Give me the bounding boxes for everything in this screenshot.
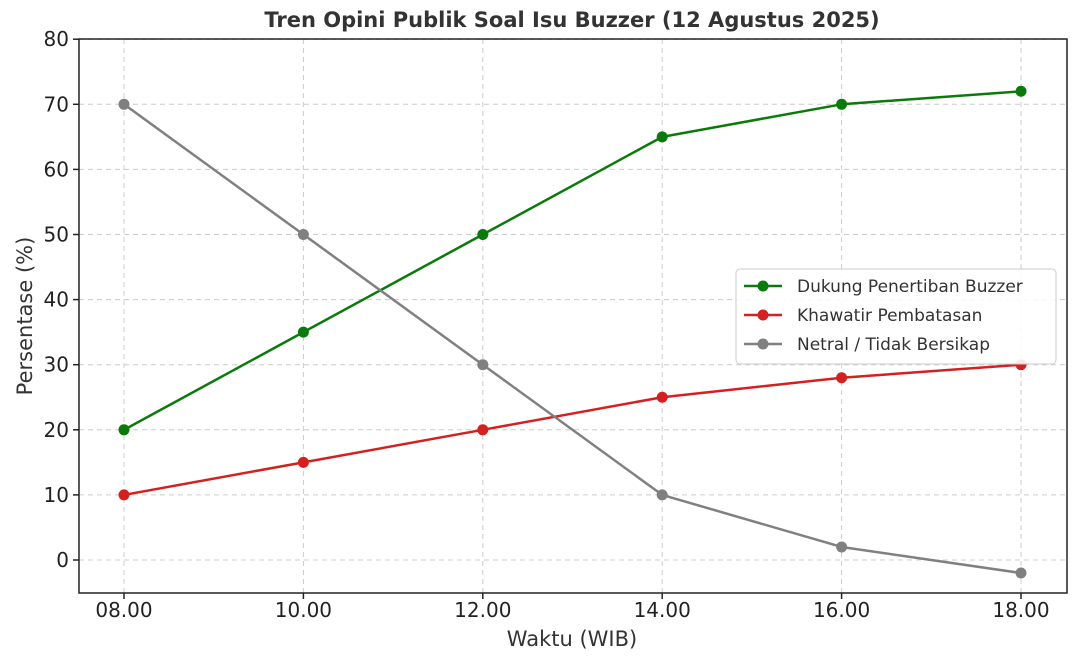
legend-entry-label: Khawatir Pembatasan xyxy=(797,306,982,326)
y-axis-label: Persentase (%) xyxy=(13,237,37,396)
x-tick-label: 18.00 xyxy=(992,598,1049,622)
legend-box xyxy=(735,268,1057,365)
y-tick-label: 80 xyxy=(44,27,69,51)
data-point xyxy=(656,391,668,403)
data-point xyxy=(1015,85,1027,97)
legend: Dukung Penertiban Buzzer Khawatir Pembata… xyxy=(735,268,1057,365)
x-tick-label: 14.00 xyxy=(634,598,691,622)
y-tick-label: 30 xyxy=(44,353,69,377)
x-tick-label: 10.00 xyxy=(275,598,332,622)
data-point xyxy=(836,541,848,553)
series-line-1 xyxy=(123,90,1022,431)
data-point xyxy=(656,131,668,143)
data-point xyxy=(297,229,309,240)
data-point xyxy=(118,489,130,501)
data-point xyxy=(1015,567,1027,579)
legend-entry-label: Dukung Penertiban Buzzer xyxy=(797,277,1023,297)
series-group xyxy=(118,85,1027,579)
data-point xyxy=(297,326,309,338)
legend-swatch-marker xyxy=(757,280,769,292)
y-tick-label: 0 xyxy=(56,548,69,572)
legend-swatch-marker xyxy=(757,338,769,350)
y-tick-label: 40 xyxy=(44,288,69,312)
data-point xyxy=(656,489,668,501)
data-point xyxy=(118,98,130,110)
y-tick-label: 50 xyxy=(44,223,69,247)
y-tick-label: 10 xyxy=(44,483,69,507)
data-point xyxy=(297,456,309,468)
x-tick-label: 16.00 xyxy=(813,598,870,622)
y-tick-label: 70 xyxy=(44,92,69,116)
chart-title: Tren Opini Publik Soal Isu Buzzer (12 Ag… xyxy=(264,8,879,32)
legend-entry-label: Netral / Tidak Bersikap xyxy=(797,335,990,355)
y-axis: 0 10 20 30 40 50 60 70 80 xyxy=(44,27,79,572)
series-line-2 xyxy=(123,363,1022,497)
data-point xyxy=(836,98,848,110)
plot-frame xyxy=(78,38,1068,594)
legend-swatch-marker xyxy=(757,309,769,321)
data-point xyxy=(118,424,130,436)
data-point xyxy=(477,359,489,371)
data-point xyxy=(477,424,489,436)
data-point xyxy=(836,372,848,384)
y-tick-label: 20 xyxy=(44,418,69,442)
x-tick-label: 08.00 xyxy=(95,598,152,622)
y-tick-label: 60 xyxy=(44,157,69,181)
data-point xyxy=(477,229,489,240)
x-axis: 08.00 10.00 12.00 14.00 16.00 18.00 xyxy=(95,593,1050,622)
x-tick-label: 12.00 xyxy=(454,598,511,622)
series-line-3 xyxy=(123,103,1022,575)
x-axis-label: Waktu (WIB) xyxy=(507,627,637,651)
